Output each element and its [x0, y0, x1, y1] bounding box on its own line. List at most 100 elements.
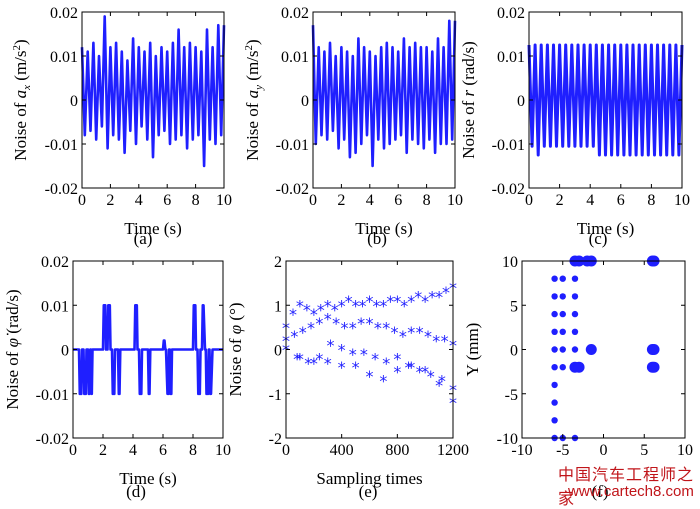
series-line-3: [527, 43, 684, 157]
scatter-point: [551, 346, 558, 353]
x-tick-label: 0: [525, 192, 533, 209]
panel-label: (e): [359, 482, 378, 501]
y-tick-label: 1: [274, 298, 282, 315]
scatter-point: *: [366, 314, 374, 333]
y-tick-label: -0.02: [276, 181, 309, 198]
scatter-point: [551, 275, 558, 282]
scatter-point: *: [428, 287, 436, 306]
scatter-point: *: [372, 296, 380, 315]
scatter-point: [571, 346, 579, 353]
x-tick-label: 10: [215, 442, 231, 459]
scatter-point: [551, 399, 558, 406]
scatter-point: [559, 293, 566, 300]
scatter-point: *: [393, 292, 401, 311]
scatter-point: *: [338, 358, 346, 377]
y-tick-label: 0.02: [41, 254, 69, 271]
y-tick-label: -0.01: [36, 387, 69, 404]
x-tick-label: 4: [366, 192, 374, 209]
scatter-point: *: [407, 323, 415, 342]
panel-label: (d): [126, 482, 146, 501]
scatter-point: *: [421, 292, 429, 311]
scatter-point: [648, 344, 660, 355]
scatter-point: *: [293, 349, 301, 368]
scatter-point: *: [349, 318, 357, 337]
scatter-point: *: [382, 354, 390, 373]
x-tick-label: 0: [69, 442, 77, 459]
scatter-point: *: [324, 354, 332, 373]
scatter-point: *: [414, 287, 422, 306]
watermark-cn-text: 中国汽车工程师之家: [558, 465, 695, 508]
scatter-point: [559, 364, 566, 371]
y-tick-label: -0.02: [492, 181, 525, 198]
y-tick-label: -5: [505, 387, 518, 404]
y-tick-label: -0.01: [492, 137, 525, 154]
x-tick-label: 0: [309, 192, 317, 209]
scatter-point: *: [427, 367, 435, 386]
x-tick-label: 400: [330, 442, 354, 459]
x-tick-label: -5: [556, 442, 569, 459]
scatter-point: *: [360, 345, 368, 364]
scatter-point: *: [416, 363, 424, 382]
scatter-point: *: [349, 345, 357, 364]
scatter-point: *: [324, 296, 332, 315]
x-axis-label: Time (s): [119, 469, 176, 488]
scatter-point: *: [374, 318, 382, 337]
y-axis-label: Noise of ay (m/s2): [243, 39, 265, 160]
y-tick-label: 0: [301, 93, 309, 110]
scatter-point: [559, 328, 566, 335]
scatter-point: *: [371, 349, 379, 368]
watermark: 中国汽车工程师之家 www.cartech8.com: [552, 461, 698, 508]
y-tick-label: -0.01: [45, 137, 78, 154]
chart-panel-5: ************************** * * * * * * * * * * * * * *…: [226, 254, 469, 501]
x-tick-label: 4: [135, 192, 143, 209]
x-tick-label: 10: [447, 192, 463, 209]
x-axis-label: Time (s): [577, 219, 634, 238]
panel-label: (b): [367, 229, 387, 248]
x-tick-label: 2: [106, 192, 114, 209]
scatter-point: *: [416, 323, 424, 342]
y-tick-label: -0.01: [276, 137, 309, 154]
x-tick-label: 800: [385, 442, 409, 459]
scatter-point: *: [315, 349, 323, 368]
y-tick-label: 2: [274, 254, 282, 271]
scatter-point: *: [327, 336, 335, 355]
scatter-point: *: [352, 358, 360, 377]
scatter-point: *: [366, 292, 374, 311]
scatter-point: *: [438, 371, 446, 390]
y-tick-label: -0.02: [36, 431, 69, 448]
scatter-point: *: [317, 301, 325, 320]
scatter-point: *: [379, 371, 387, 390]
scatter-point: [551, 293, 558, 300]
y-tick-label: 0.02: [50, 5, 78, 22]
y-tick-label: -10: [497, 431, 518, 448]
scatter-point: [559, 346, 566, 353]
scatter-point: *: [290, 327, 298, 346]
x-tick-label: 2: [556, 192, 564, 209]
scatter-point: *: [424, 327, 432, 346]
panel-label: (f): [592, 482, 609, 501]
series-line-4: [73, 303, 223, 396]
y-tick-label: 0: [510, 343, 518, 360]
scatter-point: *: [359, 296, 367, 315]
y-tick-label: 0.02: [497, 5, 525, 22]
y-axis-label: Noise of r (rad/s): [459, 41, 478, 159]
scatter-point: [571, 310, 579, 318]
x-tick-label: 10: [677, 442, 693, 459]
scatter-point: *: [407, 292, 415, 311]
x-tick-label: 10: [216, 192, 232, 209]
y-tick-label: -1: [269, 387, 282, 404]
scatter-point: [571, 275, 579, 282]
scatter-point: [551, 328, 558, 335]
scatter-point: *: [296, 349, 304, 368]
scatter-point: [648, 361, 660, 373]
scatter-point: [551, 310, 558, 318]
x-tick-label: 2: [99, 442, 107, 459]
scatter-point: [559, 275, 566, 282]
scatter-point: *: [338, 296, 346, 315]
y-tick-label: 0: [274, 343, 282, 360]
scatter-point: [551, 417, 558, 424]
panel-label: (a): [134, 229, 153, 248]
scatter-point: *: [366, 367, 374, 386]
